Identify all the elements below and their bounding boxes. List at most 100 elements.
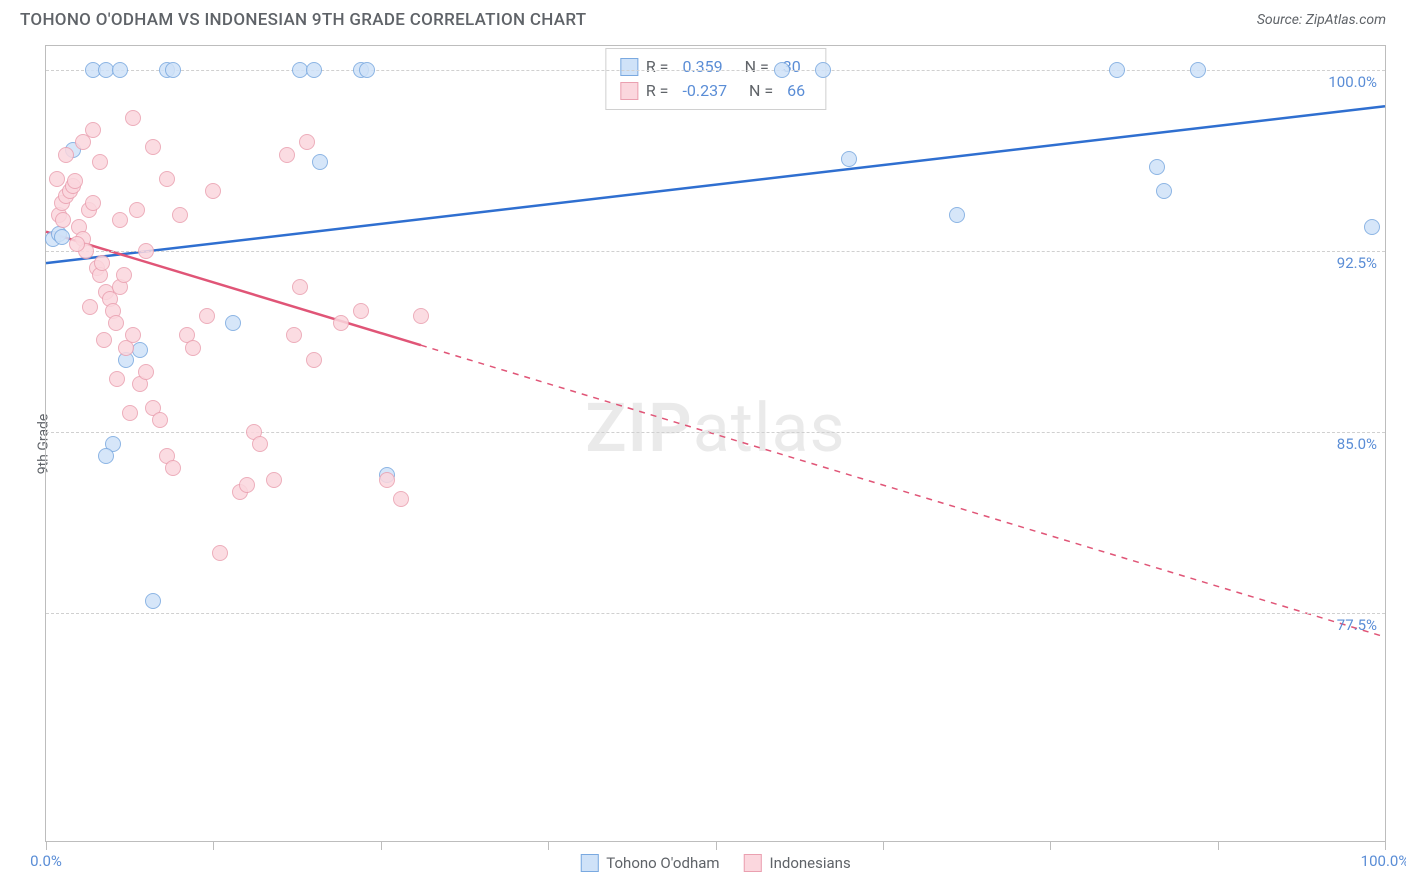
data-point (108, 315, 124, 331)
data-point (815, 62, 831, 78)
legend-item: Tohono O'odham (580, 854, 719, 872)
legend-swatch (744, 854, 762, 872)
gridline (46, 613, 1385, 614)
data-point (112, 62, 128, 78)
data-point (286, 327, 302, 343)
data-point (252, 436, 268, 452)
data-point (49, 171, 65, 187)
data-point (359, 62, 375, 78)
data-point (949, 207, 965, 223)
plot-area: ZIPatlas R =0.359 N =30R =-0.237 N =66 7… (45, 45, 1386, 842)
x-tick (1385, 842, 1386, 850)
gridline (46, 251, 1385, 252)
data-point (1156, 183, 1172, 199)
stats-row: R =-0.237 N =66 (620, 79, 811, 103)
r-value: -0.237 (682, 79, 727, 103)
x-tick (883, 842, 884, 850)
data-point (96, 332, 112, 348)
data-point (82, 299, 98, 315)
data-point (112, 212, 128, 228)
data-point (85, 195, 101, 211)
data-point (299, 134, 315, 150)
data-point (239, 477, 255, 493)
data-point (185, 340, 201, 356)
legend-item: Indonesians (744, 854, 851, 872)
y-tick-label: 92.5% (1337, 254, 1377, 272)
legend-label: Tohono O'odham (606, 854, 719, 872)
data-point (1190, 62, 1206, 78)
x-tick (1050, 842, 1051, 850)
data-point (279, 147, 295, 163)
n-label: N = (737, 55, 769, 79)
chart-title: TOHONO O'ODHAM VS INDONESIAN 9TH GRADE C… (20, 10, 586, 30)
x-tick (1218, 842, 1219, 850)
chart-area: 9th Grade ZIPatlas R =0.359 N =30R =-0.2… (45, 45, 1386, 842)
data-point (145, 139, 161, 155)
x-tick-label: 100.0% (1361, 852, 1406, 870)
data-point (132, 342, 148, 358)
stats-legend: R =0.359 N =30R =-0.237 N =66 (605, 48, 826, 110)
x-tick-label: 0.0% (30, 852, 62, 870)
data-point (306, 352, 322, 368)
r-label: R = (646, 55, 669, 79)
data-point (172, 207, 188, 223)
data-point (129, 202, 145, 218)
data-point (109, 371, 125, 387)
data-point (312, 154, 328, 170)
legend-swatch (580, 854, 598, 872)
data-point (413, 308, 429, 324)
data-point (841, 151, 857, 167)
data-point (333, 315, 349, 331)
data-point (165, 62, 181, 78)
data-point (58, 147, 74, 163)
data-point (205, 183, 221, 199)
data-point (379, 472, 395, 488)
trend-line-solid (46, 106, 1385, 263)
n-label: N = (741, 79, 773, 103)
data-point (55, 212, 71, 228)
data-point (145, 593, 161, 609)
series-swatch (620, 58, 638, 76)
data-point (393, 491, 409, 507)
data-point (199, 308, 215, 324)
data-point (67, 173, 83, 189)
data-point (138, 243, 154, 259)
data-point (1109, 62, 1125, 78)
legend: Tohono O'odham Indonesians (580, 854, 850, 872)
r-label: R = (646, 79, 669, 103)
data-point (353, 303, 369, 319)
trend-line-dashed (421, 345, 1385, 637)
y-tick-label: 85.0% (1337, 435, 1377, 453)
data-point (125, 110, 141, 126)
data-point (159, 171, 175, 187)
data-point (1364, 219, 1380, 235)
data-point (774, 62, 790, 78)
y-tick-label: 100.0% (1328, 73, 1377, 91)
r-value: 0.359 (682, 55, 722, 79)
data-point (125, 327, 141, 343)
data-point (165, 460, 181, 476)
y-tick-label: 77.5% (1337, 616, 1377, 634)
legend-label: Indonesians (770, 854, 851, 872)
x-tick (381, 842, 382, 850)
gridline (46, 70, 1385, 71)
data-point (152, 412, 168, 428)
data-point (92, 154, 108, 170)
data-point (225, 315, 241, 331)
x-tick (46, 842, 47, 850)
data-point (98, 448, 114, 464)
data-point (212, 545, 228, 561)
series-swatch (620, 82, 638, 100)
data-point (122, 405, 138, 421)
x-tick (716, 842, 717, 850)
x-tick (213, 842, 214, 850)
data-point (85, 122, 101, 138)
data-point (1149, 159, 1165, 175)
data-point (138, 364, 154, 380)
data-point (266, 472, 282, 488)
data-point (94, 255, 110, 271)
data-point (69, 236, 85, 252)
data-point (116, 267, 132, 283)
x-tick (548, 842, 549, 850)
data-point (306, 62, 322, 78)
